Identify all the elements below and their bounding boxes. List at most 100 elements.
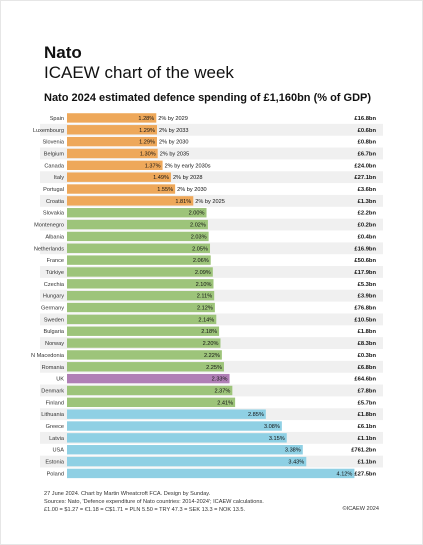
target-annotation: 2% by 2030 — [159, 140, 189, 146]
country-label: Spain — [50, 116, 64, 122]
bar — [67, 148, 158, 159]
bar — [67, 125, 157, 135]
bar — [67, 445, 303, 455]
spending-label: £1.8bn — [358, 412, 377, 418]
country-label: Luxembourg — [33, 128, 64, 134]
target-annotation: 2% by 2035 — [160, 151, 190, 157]
footer-sources: Sources: Nato, 'Defence expenditure of N… — [44, 499, 264, 505]
value-label: 2.14% — [198, 317, 214, 323]
country-label: Portugal — [43, 187, 64, 193]
country-label: Netherlands — [34, 246, 64, 252]
spending-label: £1.1bn — [358, 460, 377, 466]
chart-footer: 27 June 2024. Chart by Martin Wheatcroft… — [44, 490, 264, 514]
bar — [67, 433, 287, 443]
country-label: Latvia — [49, 436, 65, 442]
country-label: Hungary — [43, 294, 64, 300]
target-annotation: 2% by 2028 — [173, 175, 203, 181]
country-label: N Macedonia — [31, 353, 65, 359]
value-label: 3.08% — [264, 424, 280, 430]
bar — [67, 350, 222, 360]
spending-label: £17.9bn — [354, 270, 376, 276]
spending-label: £5.3bn — [358, 282, 377, 288]
country-label: Slovakia — [43, 211, 65, 217]
value-label: 1.28% — [138, 116, 154, 122]
value-label: 2.41% — [217, 400, 233, 406]
country-label: UK — [56, 377, 64, 383]
copyright-notice: ©ICAEW 2024 — [342, 506, 379, 512]
spending-label: £761.2bn — [351, 448, 376, 454]
target-annotation: 2% by 2025 — [195, 199, 225, 205]
footer-exchange-rates: £1.00 = $1.27 = €1.18 = C$1.71 = PLN 5.5… — [44, 507, 246, 513]
row-shade — [40, 147, 383, 160]
country-label: Italy — [54, 175, 64, 181]
bar — [67, 172, 171, 182]
chart-title: Nato 2024 estimated defence spending of … — [44, 92, 372, 104]
target-annotation: 2% by 2029 — [158, 116, 188, 122]
target-annotation: 2% by 2030 — [177, 187, 207, 193]
bar — [67, 136, 157, 147]
value-label: 1.37% — [145, 163, 161, 169]
country-label: France — [47, 258, 64, 264]
bar — [67, 290, 215, 301]
country-label: Greece — [46, 424, 64, 430]
spending-label: £5.7bn — [358, 400, 377, 406]
spending-label: £1.8bn — [358, 329, 377, 335]
value-label: 2.12% — [197, 306, 213, 312]
value-label: 3.38% — [285, 448, 301, 454]
value-label: 2.37% — [214, 388, 230, 394]
bar — [67, 362, 224, 372]
value-label: 2.33% — [212, 377, 228, 383]
value-label: 2.00% — [189, 211, 205, 217]
spending-label: £1.3bn — [358, 199, 377, 205]
row-shade — [40, 171, 383, 184]
spending-label: £3.6bn — [358, 187, 377, 193]
country-label: Norway — [45, 341, 64, 347]
value-label: 2.05% — [192, 246, 208, 252]
spending-label: £0.4bn — [358, 234, 377, 240]
value-label: 2.20% — [203, 341, 219, 347]
value-label: 2.02% — [190, 223, 206, 229]
target-annotation: 2% by early 2030s — [165, 163, 211, 169]
spending-label: £27.5bn — [354, 471, 376, 477]
country-label: Belgium — [44, 151, 65, 157]
row-shade — [40, 218, 383, 231]
spending-label: £16.9bn — [354, 246, 376, 252]
country-label: Albania — [45, 234, 65, 240]
spending-label: £7.8bn — [358, 388, 377, 394]
bar — [67, 267, 213, 277]
bar — [67, 208, 207, 218]
value-label: 2.03% — [191, 234, 207, 240]
spending-label: £64.6bn — [354, 377, 376, 383]
spending-label: £3.9bn — [358, 294, 377, 300]
bar — [67, 385, 233, 396]
target-annotation: 2% by 2033 — [159, 128, 189, 134]
country-label: Denmark — [41, 388, 64, 394]
spending-label: £0.2bn — [358, 223, 377, 229]
row-shade — [40, 123, 383, 136]
country-label: Bulgaria — [43, 329, 64, 335]
value-label: 2.25% — [206, 365, 222, 371]
spending-label: £0.6bn — [358, 128, 377, 134]
bar — [67, 219, 208, 230]
country-label: Romania — [42, 365, 65, 371]
bar — [67, 243, 211, 253]
spending-label: £76.8bn — [354, 306, 376, 312]
spending-label: £50.6bn — [354, 258, 376, 264]
spending-label: £1.1bn — [358, 436, 377, 442]
bar — [67, 255, 211, 265]
country-label: Sweden — [44, 317, 64, 323]
bar — [67, 456, 307, 467]
value-label: 2.22% — [204, 353, 220, 359]
bar — [67, 421, 282, 431]
value-label: 1.30% — [140, 151, 156, 157]
spending-label: £27.1bn — [354, 175, 376, 181]
country-label: Croatia — [46, 199, 65, 205]
bar — [67, 302, 215, 313]
spending-label: £6.8bn — [358, 365, 377, 371]
spending-label: £8.3bn — [358, 341, 377, 347]
bar — [67, 231, 209, 242]
country-label: Lithuania — [41, 412, 65, 418]
bar — [67, 468, 355, 479]
bar — [67, 160, 163, 171]
